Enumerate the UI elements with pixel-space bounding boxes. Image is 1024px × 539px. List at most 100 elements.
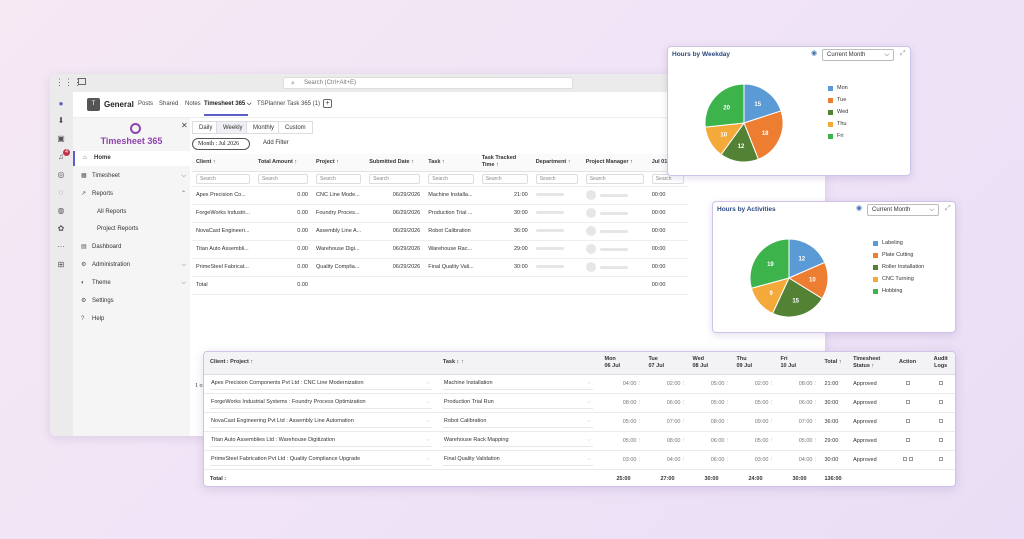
legend-item-mon[interactable]: Mon <box>828 85 848 91</box>
download-icon[interactable]: ⬇ <box>57 116 65 125</box>
col-fri[interactable]: Fri 10 Jul <box>777 352 822 375</box>
hours-input[interactable]: 05:00 <box>710 380 725 387</box>
tab-monthly[interactable]: Monthly <box>246 121 282 134</box>
hours-input[interactable]: 09:00 <box>754 418 769 425</box>
legend-item-wed[interactable]: Wed <box>828 109 848 115</box>
project-search-input[interactable]: Search <box>316 173 362 184</box>
hours-input[interactable]: 05:00 <box>710 399 725 406</box>
table-row[interactable]: PrimeSteel Fabrication Pvt Ltd : Quality… <box>204 450 955 470</box>
hours-input[interactable]: 08:00 <box>710 418 725 425</box>
table-row[interactable]: PrimeSteel Fabricat... 0.00 Quality Comp… <box>192 258 688 277</box>
col-project[interactable]: Project ↑ <box>312 154 366 172</box>
task-select[interactable]: Machine Installation ⌵ <box>442 377 593 390</box>
legend-item-hobbing[interactable]: Hobbing <box>873 288 903 294</box>
table-row[interactable]: Titan Auto Assembli... 0.00 Warehouse Di… <box>192 240 688 259</box>
edit-icon[interactable] <box>908 457 913 462</box>
expand-icon[interactable]: ⤢ <box>945 205 951 212</box>
search-input[interactable]: ⌕ Search (Ctrl+Alt+E) <box>283 77 573 89</box>
close-icon[interactable]: ✕ <box>181 121 188 130</box>
sidebar-item-dashboard[interactable]: ▤ Dashboard <box>73 240 190 255</box>
table-row[interactable]: Apex Precision Co... 0.00 CNC Line Mode.… <box>192 186 688 205</box>
audit-log-icon[interactable] <box>938 400 943 405</box>
hours-input[interactable]: 05:00 <box>754 399 769 406</box>
col-client[interactable]: Client ↑ <box>192 154 254 172</box>
col-total[interactable]: Total ↑ <box>821 352 851 375</box>
department-search-input[interactable]: Search <box>535 173 578 184</box>
hours-input[interactable]: 06:00 <box>666 399 681 406</box>
project-select[interactable]: ForgeWorks Industrial Systems : Foundry … <box>210 396 432 409</box>
sidebar-item-home[interactable]: ⌂ Home <box>73 151 190 166</box>
legend-item-thu[interactable]: Thu <box>828 121 846 127</box>
hours-input[interactable]: 06:00 <box>710 456 725 463</box>
hours-input[interactable]: 05:00 <box>754 437 769 444</box>
sidebar-item-administration[interactable]: ⚙ Administration ⌵ <box>73 258 190 273</box>
project-select[interactable]: PrimeSteel Fabrication Pvt Ltd : Quality… <box>210 453 432 466</box>
legend-item-fri[interactable]: Fri <box>828 133 843 139</box>
task-select[interactable]: Production Trial Run ⌵ <box>442 396 593 409</box>
sidebar-item-timesheet[interactable]: ▦ Timesheet ⌵ <box>73 169 190 184</box>
col-project-manager[interactable]: Project Manager ↑ <box>581 154 648 172</box>
hours-input[interactable]: 08:00 <box>666 437 681 444</box>
col-status[interactable]: Timesheet Status ↑ <box>850 352 891 375</box>
legend-item-tue[interactable]: Tue <box>828 97 846 103</box>
app-grid-icon[interactable]: ⋮⋮⋮ <box>55 77 82 87</box>
audit-log-icon[interactable] <box>938 438 943 443</box>
table-row[interactable]: Apex Precision Components Pvt Ltd : CNC … <box>204 374 955 394</box>
action-icon[interactable] <box>905 400 910 405</box>
tab-shared[interactable]: Shared <box>159 101 179 107</box>
bell-icon[interactable]: ♫ <box>58 152 64 161</box>
project-select[interactable]: Titan Auto Assemblies Ltd : Warehouse Di… <box>210 434 432 447</box>
legend-item-roller-installation[interactable]: Roller Installation <box>873 264 924 270</box>
teams-icon[interactable]: ◎ <box>57 170 65 179</box>
col-task[interactable]: Task ↑ <box>424 154 478 172</box>
tab-notes[interactable]: Notes <box>185 101 201 107</box>
expand-icon[interactable]: ⤢ <box>900 50 906 57</box>
hours-input[interactable]: 03:00 <box>754 456 769 463</box>
eye-icon[interactable]: ◉ <box>811 50 818 57</box>
hours-input[interactable]: 02:00 <box>754 380 769 387</box>
sidebar-toggle-icon[interactable] <box>78 78 86 85</box>
tracked-search-input[interactable]: Search <box>481 173 528 184</box>
col-wed[interactable]: Wed 08 Jul <box>689 352 734 375</box>
legend-item-plate-cutting[interactable]: Plate Cutting <box>873 252 914 258</box>
col-submitted-date[interactable]: Submitted Date ↑ <box>365 154 425 172</box>
task-select[interactable]: Warehouse Rack Mapping ⌵ <box>442 434 593 447</box>
pie-slice-fri[interactable] <box>704 83 745 128</box>
col-total-amount[interactable]: Total Amount ↑ <box>254 154 312 172</box>
audit-log-icon[interactable] <box>938 419 943 424</box>
hours-input[interactable]: 04:00 <box>798 456 813 463</box>
date-search-input[interactable]: Search <box>369 173 421 184</box>
hours-input[interactable]: 06:00 <box>798 399 813 406</box>
sidebar-item-help[interactable]: ? Help <box>73 312 190 327</box>
table-row[interactable]: Titan Auto Assemblies Ltd : Warehouse Di… <box>204 431 955 451</box>
hours-input[interactable]: 06:00 <box>710 437 725 444</box>
table-row[interactable]: NovaCast Engineering Pvt Ltd : Assembly … <box>204 412 955 432</box>
calendar-icon[interactable]: ▣ <box>57 134 65 143</box>
col-mon[interactable]: Mon 06 Jul <box>601 352 646 375</box>
project-select[interactable]: Apex Precision Components Pvt Ltd : CNC … <box>210 377 432 390</box>
hours-input[interactable]: 05:00 <box>622 437 637 444</box>
hours-input[interactable]: 07:00 <box>798 418 813 425</box>
audit-log-icon[interactable] <box>938 381 943 386</box>
col-client-project[interactable]: Client : Project ↑ <box>204 352 440 375</box>
hours-input[interactable]: 05:00 <box>622 418 637 425</box>
activities-period-select[interactable]: Current Month ⌵ <box>867 204 939 216</box>
pie-slice-mon[interactable] <box>743 83 782 124</box>
col-task[interactable]: Task ↕ ↑ <box>439 352 602 375</box>
tab-posts[interactable]: Posts <box>138 101 154 107</box>
hours-input[interactable]: 04:00 <box>666 456 681 463</box>
project-select[interactable]: NovaCast Engineering Pvt Ltd : Assembly … <box>210 415 432 428</box>
task-select[interactable]: Final Quality Validation ⌵ <box>442 453 593 466</box>
table-row[interactable]: NovaCast Engineeri... 0.00 Assembly Line… <box>192 222 688 241</box>
action-icon[interactable] <box>905 419 910 424</box>
people-icon[interactable]: ✿ <box>57 224 65 233</box>
chat-icon[interactable]: ● <box>58 99 64 108</box>
sidebar-item-settings[interactable]: ⚙ Settings <box>73 294 190 309</box>
audit-log-icon[interactable] <box>938 457 943 462</box>
add-filter-button[interactable]: Add Filter <box>263 140 289 146</box>
more-icon[interactable]: ··· <box>57 242 65 251</box>
sidebar-item-theme[interactable]: ◐ Theme ⌵ <box>73 276 190 291</box>
month-filter[interactable]: Month : Jul 2026 <box>192 138 250 150</box>
sidebar-item-project-reports[interactable]: Project Reports <box>97 226 139 232</box>
task-select[interactable]: Robot Calibration ⌵ <box>442 415 593 428</box>
